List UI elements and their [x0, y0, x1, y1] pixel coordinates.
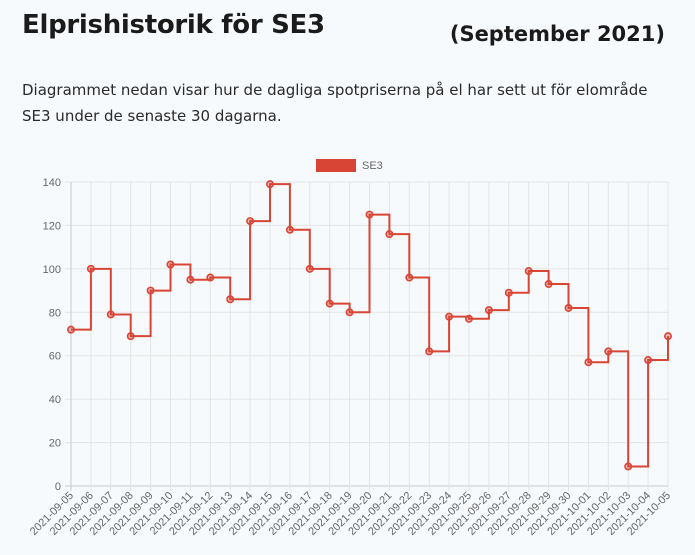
data-point[interactable]: [166, 260, 175, 269]
data-point[interactable]: [484, 306, 493, 315]
series-se3: [67, 180, 672, 471]
data-point[interactable]: [226, 295, 235, 304]
data-point[interactable]: [285, 225, 294, 234]
data-point[interactable]: [106, 310, 115, 319]
page-description: Diagrammet nedan visar hur de dagliga sp…: [22, 81, 648, 125]
data-point[interactable]: [504, 288, 513, 297]
y-tick-label: 40: [49, 394, 61, 406]
y-tick-label: 20: [49, 438, 61, 450]
data-point[interactable]: [67, 325, 76, 334]
legend-swatch: [316, 159, 356, 172]
data-point[interactable]: [186, 275, 195, 284]
data-point[interactable]: [524, 267, 533, 276]
data-point[interactable]: [405, 273, 414, 282]
chart-grid: [65, 181, 669, 491]
data-point[interactable]: [464, 314, 473, 323]
page-title: Elprishistorik för SE3: [22, 10, 325, 40]
data-point[interactable]: [305, 264, 314, 273]
data-point[interactable]: [265, 180, 274, 189]
data-point[interactable]: [126, 332, 135, 341]
data-point[interactable]: [86, 264, 95, 273]
data-point[interactable]: [564, 303, 573, 312]
data-point[interactable]: [584, 358, 593, 367]
data-point[interactable]: [325, 299, 334, 308]
series-line: [71, 183, 669, 468]
data-point[interactable]: [246, 217, 255, 226]
y-tick-label: 80: [49, 307, 61, 319]
y-tick-label: 0: [55, 481, 61, 493]
data-point[interactable]: [385, 230, 394, 239]
data-point[interactable]: [544, 280, 553, 289]
chart-legend[interactable]: SE3: [316, 159, 383, 172]
data-point[interactable]: [624, 462, 633, 471]
period-label: (September 2021): [449, 22, 665, 46]
y-axis: 0 20 40 60 80 100 120 140: [43, 177, 61, 493]
data-point[interactable]: [445, 312, 454, 321]
data-point[interactable]: [345, 308, 354, 317]
y-tick-label: 120: [43, 220, 61, 232]
data-point[interactable]: [146, 286, 155, 295]
data-point[interactable]: [663, 332, 672, 341]
data-point[interactable]: [604, 347, 613, 356]
data-point[interactable]: [206, 273, 215, 282]
y-tick-label: 140: [43, 177, 61, 189]
data-point[interactable]: [425, 347, 434, 356]
x-axis: 2021-09-052021-09-062021-09-072021-09-08…: [28, 490, 673, 538]
data-point[interactable]: [365, 210, 374, 219]
y-tick-label: 60: [49, 351, 61, 363]
y-tick-label: 100: [43, 264, 61, 276]
data-point[interactable]: [644, 356, 653, 365]
legend-label: SE3: [362, 160, 383, 172]
